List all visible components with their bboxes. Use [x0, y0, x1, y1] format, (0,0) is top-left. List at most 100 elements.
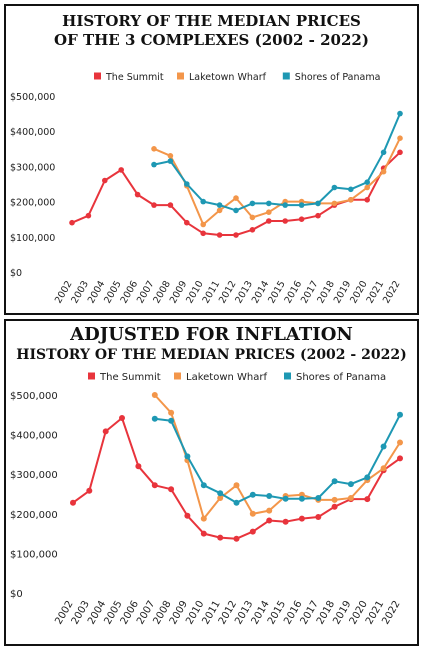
data-point — [85, 212, 92, 219]
data-point — [315, 495, 322, 501]
data-point — [200, 482, 207, 489]
data-point — [134, 191, 141, 198]
data-point — [266, 517, 273, 524]
chart-title-line1: ADJUSTED FOR INFLATION — [70, 324, 353, 345]
data-point — [217, 495, 224, 501]
legend-swatch — [88, 372, 95, 380]
data-point — [102, 177, 108, 184]
series-line — [154, 394, 401, 520]
data-point — [282, 495, 289, 502]
data-point — [331, 503, 338, 510]
data-point — [331, 496, 338, 503]
data-point — [364, 496, 371, 503]
data-point — [70, 499, 76, 506]
data-point — [364, 197, 371, 203]
data-point — [282, 518, 289, 525]
chart-panel-nominal: HISTORY OF THE MEDIAN PRICES OF THE 3 CO… — [4, 4, 419, 315]
data-point — [86, 487, 93, 494]
data-point — [380, 168, 387, 175]
data-point — [168, 417, 175, 424]
data-point — [331, 478, 338, 485]
data-point — [217, 490, 224, 497]
series-line — [154, 414, 401, 504]
data-point — [364, 184, 371, 191]
data-point — [200, 221, 206, 228]
data-point — [168, 486, 175, 493]
data-point — [266, 209, 272, 215]
series-line — [153, 137, 401, 226]
line-chart-nominal: The Summit Laketown Wharf Shores of Panama… — [10, 72, 403, 305]
legend-swatch — [174, 372, 181, 380]
legend-label: Shores of Panama — [296, 372, 386, 383]
data-point — [184, 453, 191, 460]
data-point — [102, 428, 109, 435]
data-point — [380, 149, 387, 156]
data-point — [397, 411, 403, 418]
data-point — [397, 439, 403, 446]
chart-title-line2: HISTORY OF THE MEDIAN PRICES (2002 - 202… — [16, 347, 407, 363]
data-point — [298, 495, 305, 502]
data-point — [216, 232, 223, 238]
y-tick-label: $100,000 — [10, 233, 55, 244]
data-point — [348, 186, 354, 193]
legend-item: Laketown Wharf — [177, 72, 267, 83]
data-point — [347, 495, 354, 501]
data-point — [151, 146, 157, 152]
legend-label: The Summit — [105, 72, 164, 83]
data-point — [119, 415, 125, 421]
y-tick-label: $0 — [10, 268, 22, 279]
data-point — [282, 202, 289, 208]
y-tick-label: $0 — [10, 589, 23, 600]
y-tick-label: $200,000 — [10, 198, 55, 209]
data-point — [167, 153, 174, 159]
legend-label: Shores of Panama — [295, 72, 381, 83]
data-point — [266, 200, 272, 207]
y-tick-label: $400,000 — [10, 127, 55, 138]
line-chart-inflation-adjusted: The Summit Laketown Wharf Shores of Panama… — [10, 372, 403, 627]
data-point — [151, 482, 158, 489]
data-point — [380, 465, 387, 472]
data-point — [348, 197, 354, 203]
legend-swatch — [94, 72, 101, 80]
legend-swatch — [177, 72, 184, 80]
data-point — [249, 227, 256, 233]
data-point — [135, 463, 142, 470]
series-line — [71, 151, 401, 236]
series-line — [153, 113, 401, 212]
y-tick-label: $400,000 — [10, 431, 58, 442]
data-point — [331, 200, 338, 207]
data-point — [184, 181, 190, 187]
data-point — [184, 512, 191, 519]
data-point — [249, 510, 256, 517]
data-point — [298, 515, 305, 522]
legend-label: Laketown Wharf — [186, 372, 267, 383]
data-point — [397, 149, 403, 156]
data-point — [151, 415, 158, 422]
data-point — [69, 219, 75, 226]
chart-panel-inflation-adjusted: ADJUSTED FOR INFLATION HISTORY OF THE ME… — [4, 319, 419, 646]
legend-swatch — [284, 372, 291, 380]
legend-item: Shores of Panama — [284, 372, 386, 383]
data-point — [315, 514, 322, 520]
data-point — [151, 392, 158, 398]
data-point — [364, 179, 371, 185]
data-point — [347, 481, 354, 488]
y-tick-label: $300,000 — [10, 470, 58, 481]
chart-title-line1: HISTORY OF THE MEDIAN PRICES — [62, 12, 361, 30]
data-point — [380, 443, 387, 450]
data-point — [167, 202, 174, 208]
data-point — [216, 207, 223, 214]
legend-item: Laketown Wharf — [174, 372, 267, 383]
y-tick-label: $100,000 — [10, 549, 58, 560]
y-tick-label: $500,000 — [10, 391, 58, 402]
y-tick-label: $200,000 — [10, 510, 58, 521]
y-tick-label: $500,000 — [10, 92, 55, 103]
data-point — [200, 515, 207, 522]
legend-swatch — [282, 72, 290, 80]
data-point — [249, 200, 256, 207]
data-point — [266, 493, 273, 499]
legend-item: Shores of Panama — [282, 72, 381, 83]
x-tick-label: 2022 — [381, 279, 403, 305]
legend-item: The Summit — [88, 372, 161, 383]
data-point — [364, 474, 371, 481]
